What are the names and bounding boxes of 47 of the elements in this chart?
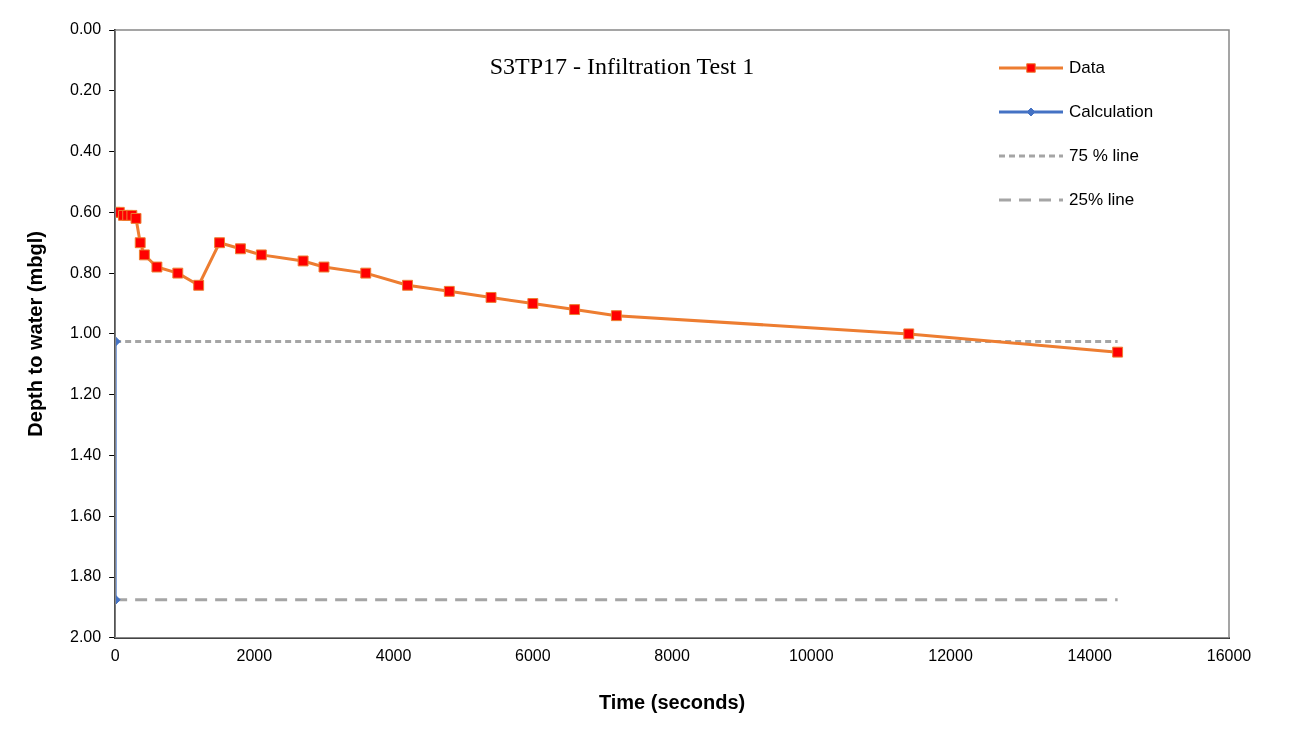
point — [138, 249, 150, 261]
point — [569, 304, 581, 316]
y-tick-label: 0.20 — [70, 81, 102, 99]
y-tick-label: 1.60 — [70, 506, 102, 524]
text: S3TP17 - Infiltration Test 1 — [489, 53, 755, 80]
point — [402, 279, 413, 291]
point — [255, 249, 267, 261]
point — [318, 261, 330, 273]
legend-label: 75 % line — [1069, 145, 1139, 165]
y-tick-label: 0.80 — [70, 263, 102, 281]
point — [360, 267, 372, 279]
x-tick-label: 8000 — [654, 646, 690, 664]
x-tick-label: 10000 — [789, 646, 834, 664]
x-axis-title: Time (seconds) — [598, 690, 746, 713]
point — [172, 267, 184, 279]
point — [151, 261, 163, 273]
point — [193, 279, 205, 291]
legend-label: 25% line — [1069, 189, 1135, 209]
x-tick-label: 14000 — [1067, 646, 1113, 664]
point — [903, 328, 915, 340]
point — [485, 291, 497, 303]
x-tick-label: 0 — [110, 646, 120, 664]
x-tick-label: 2000 — [236, 646, 273, 664]
point — [235, 243, 246, 255]
point — [297, 255, 309, 267]
point — [214, 237, 226, 249]
point — [134, 237, 146, 249]
y-tick-label: 1.80 — [70, 567, 102, 585]
y-axis-title: Depth to water (mbgl) — [23, 231, 46, 437]
y-tick-label: 1.00 — [70, 324, 102, 342]
x-tick-label: 16000 — [1206, 646, 1252, 664]
x-tick-label: 12000 — [928, 646, 973, 664]
legend-label: Data — [1069, 57, 1106, 77]
point — [443, 285, 455, 297]
point — [130, 212, 142, 224]
y-tick-label: 1.40 — [70, 445, 102, 463]
y-tick-label: 0.40 — [70, 141, 102, 159]
x-tick-label: 4000 — [375, 646, 412, 664]
x-tick-label: 6000 — [515, 646, 551, 664]
y-tick-label: 0.60 — [70, 202, 102, 220]
y-tick-label: 2.00 — [70, 628, 102, 646]
y-tick-label: 0.00 — [70, 20, 102, 38]
y-tick-label: 1.20 — [70, 385, 102, 403]
point — [610, 310, 622, 322]
legend-label: Calculation — [1069, 101, 1154, 121]
point — [527, 298, 539, 309]
point — [1112, 346, 1124, 358]
